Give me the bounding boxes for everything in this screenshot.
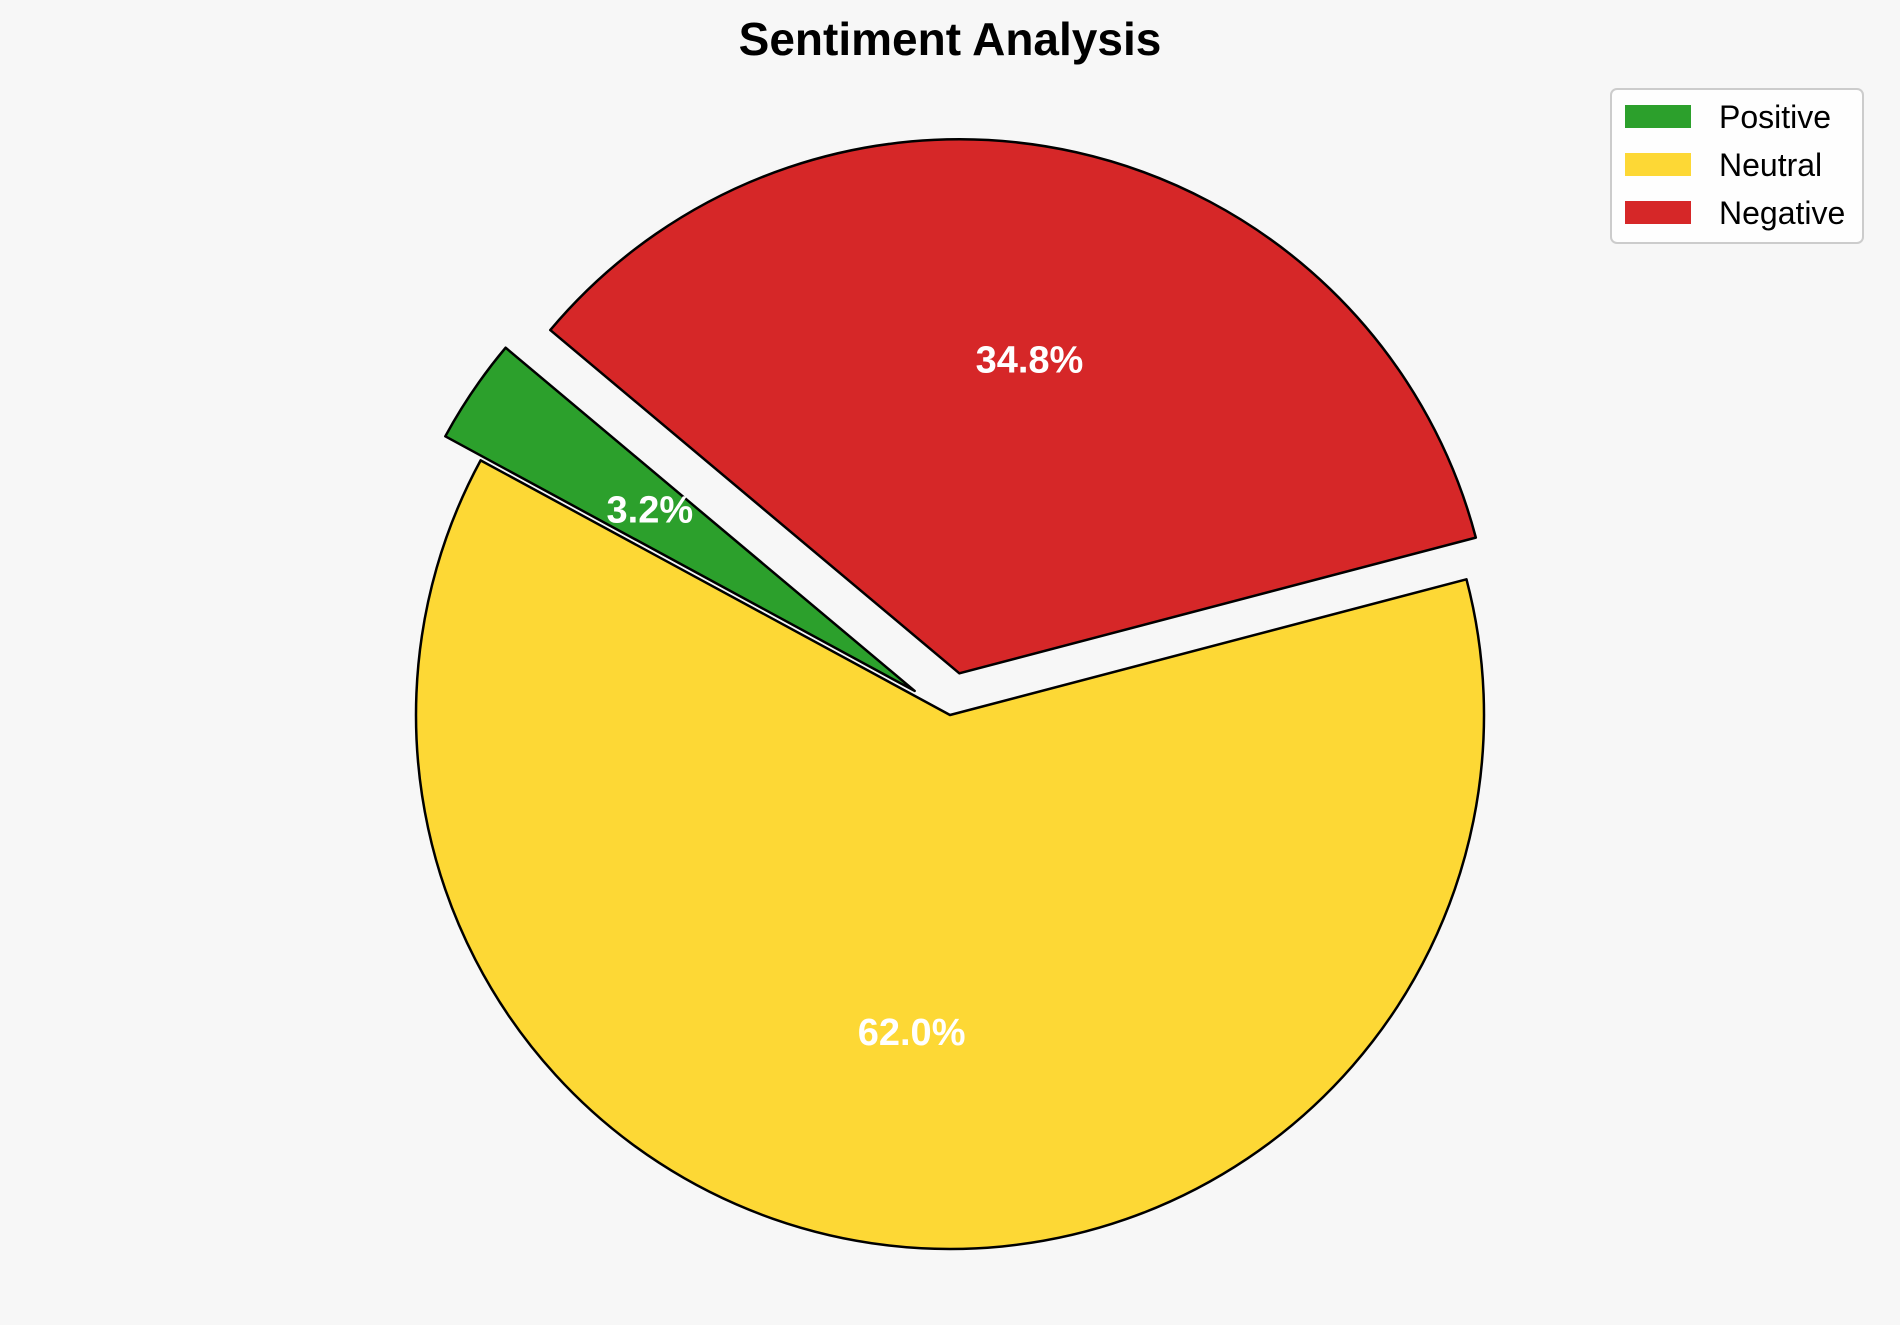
legend-label-positive: Positive (1719, 99, 1831, 135)
legend-swatch-positive (1625, 105, 1691, 128)
pie-label-neutral: 62.0% (858, 1012, 966, 1054)
pie-label-negative: 34.8% (976, 340, 1084, 382)
pie-slice-negative (549, 138, 1478, 675)
legend-swatch-negative (1625, 201, 1691, 224)
legend-label-neutral: Neutral (1719, 147, 1822, 183)
legend: Positive Neutral Negative (1610, 88, 1864, 244)
chart-title: Sentiment Analysis (739, 13, 1162, 65)
pie-slices (414, 138, 1486, 1251)
pie-label-positive: 3.2% (607, 490, 694, 532)
legend-swatch-neutral (1625, 153, 1691, 176)
legend-label-negative: Negative (1719, 195, 1845, 231)
pie-slice-positive (444, 346, 916, 693)
pie-percent-labels: 3.2% 62.0% 34.8% (607, 340, 1084, 1054)
pie-slice-neutral (414, 459, 1486, 1251)
